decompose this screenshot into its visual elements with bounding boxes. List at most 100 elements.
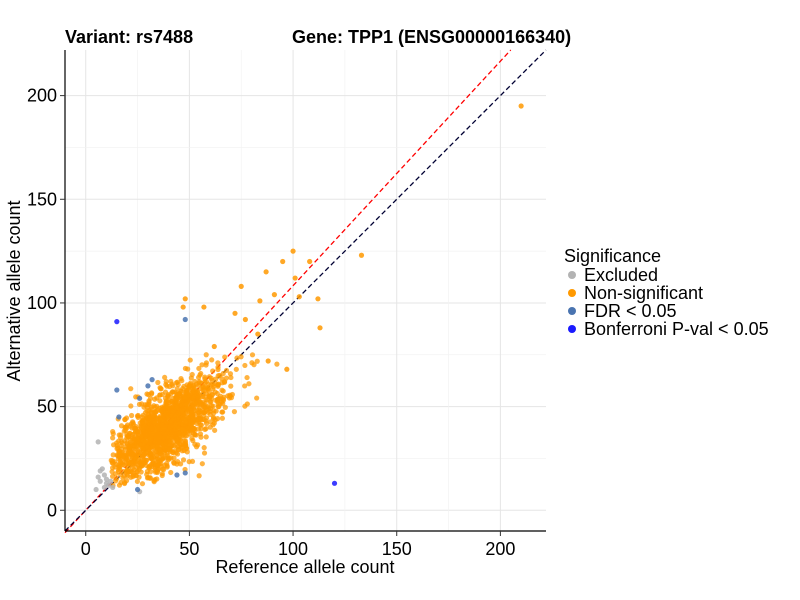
x-tick-label: 50 <box>179 539 199 559</box>
point-non-significant <box>156 461 162 467</box>
point-non-significant <box>130 434 136 440</box>
legend-key <box>568 289 576 297</box>
point-non-significant <box>157 398 163 404</box>
point-non-significant <box>158 450 164 456</box>
point-non-significant <box>160 416 166 423</box>
point-non-significant <box>228 374 234 381</box>
y-tick-label: 100 <box>27 293 57 313</box>
point-non-significant <box>207 394 213 400</box>
point-non-significant <box>110 435 116 441</box>
point-non-significant <box>128 403 134 409</box>
point-non-significant <box>160 426 166 432</box>
point-non-significant <box>148 409 155 415</box>
point-non-significant <box>203 420 210 427</box>
point-non-significant <box>203 362 209 368</box>
point-non-significant <box>221 394 227 400</box>
point-non-significant <box>180 426 186 432</box>
point-fdr-0-05 <box>145 383 151 389</box>
point-non-significant <box>187 390 193 396</box>
point-non-significant <box>197 431 204 437</box>
data-points <box>93 103 524 495</box>
point-non-significant <box>159 456 165 462</box>
point-non-significant <box>150 431 156 437</box>
point-non-significant <box>234 355 240 361</box>
point-non-significant <box>192 431 198 438</box>
point-non-significant <box>244 401 250 407</box>
point-non-significant <box>202 426 208 432</box>
point-non-significant <box>189 371 195 378</box>
point-non-significant <box>134 435 140 441</box>
point-non-significant <box>280 258 286 265</box>
point-non-significant <box>203 434 209 440</box>
point-excluded <box>103 480 110 486</box>
point-non-significant <box>204 385 210 392</box>
point-non-significant <box>190 425 197 432</box>
point-non-significant <box>215 382 221 388</box>
point-non-significant <box>198 370 204 377</box>
point-non-significant <box>174 461 180 467</box>
point-non-significant <box>207 419 214 425</box>
point-non-significant <box>249 352 256 358</box>
point-non-significant <box>185 425 191 431</box>
y-tick-label: 0 <box>47 500 57 520</box>
point-non-significant <box>190 401 196 407</box>
legend-title: Significance <box>564 246 661 266</box>
point-non-significant <box>201 410 207 416</box>
point-non-significant <box>158 408 164 414</box>
x-tick-label: 200 <box>485 539 515 559</box>
point-non-significant <box>145 431 152 437</box>
point-non-significant <box>121 428 127 434</box>
point-non-significant <box>168 420 174 426</box>
point-non-significant <box>296 294 302 300</box>
point-non-significant <box>212 427 218 433</box>
point-non-significant <box>358 252 365 258</box>
point-non-significant <box>202 404 208 411</box>
point-non-significant <box>196 380 202 386</box>
point-non-significant <box>210 386 216 392</box>
point-non-significant <box>162 395 169 401</box>
point-non-significant <box>175 414 182 420</box>
point-non-significant <box>135 412 141 419</box>
point-non-significant <box>140 446 146 452</box>
reference-line-red <box>64 49 512 534</box>
point-non-significant <box>284 366 290 372</box>
legend-label: Excluded <box>584 265 658 285</box>
point-non-significant <box>151 478 157 484</box>
point-non-significant <box>140 412 146 418</box>
point-non-significant <box>116 450 122 456</box>
point-non-significant <box>134 478 141 485</box>
legend: Significance ExcludedNon-significantFDR … <box>564 246 769 339</box>
point-non-significant <box>199 461 205 467</box>
point-non-significant <box>180 304 186 310</box>
point-non-significant <box>164 460 170 467</box>
point-non-significant <box>177 437 184 443</box>
point-non-significant <box>518 103 524 109</box>
point-non-significant <box>184 408 190 415</box>
point-non-significant <box>144 408 150 414</box>
point-non-significant <box>178 442 184 448</box>
point-non-significant <box>118 432 124 438</box>
point-non-significant <box>201 304 207 310</box>
point-non-significant <box>125 434 131 440</box>
point-non-significant <box>255 331 261 337</box>
point-non-significant <box>175 410 182 416</box>
point-non-significant <box>121 452 127 458</box>
point-bonferroni-p-val-0-05 <box>331 480 338 486</box>
point-non-significant <box>171 455 177 461</box>
point-non-significant <box>168 469 174 476</box>
point-non-significant <box>147 436 153 442</box>
point-non-significant <box>120 475 126 481</box>
point-non-significant <box>227 371 234 377</box>
point-fdr-0-05 <box>116 414 122 420</box>
point-non-significant <box>174 404 180 410</box>
point-non-significant <box>220 400 226 407</box>
point-non-significant <box>232 310 238 316</box>
point-non-significant <box>198 422 205 428</box>
point-non-significant <box>141 428 147 434</box>
point-non-significant <box>175 381 181 388</box>
point-non-significant <box>148 462 154 468</box>
point-bonferroni-p-val-0-05 <box>114 318 120 325</box>
point-non-significant <box>201 450 208 456</box>
point-non-significant <box>136 474 142 480</box>
